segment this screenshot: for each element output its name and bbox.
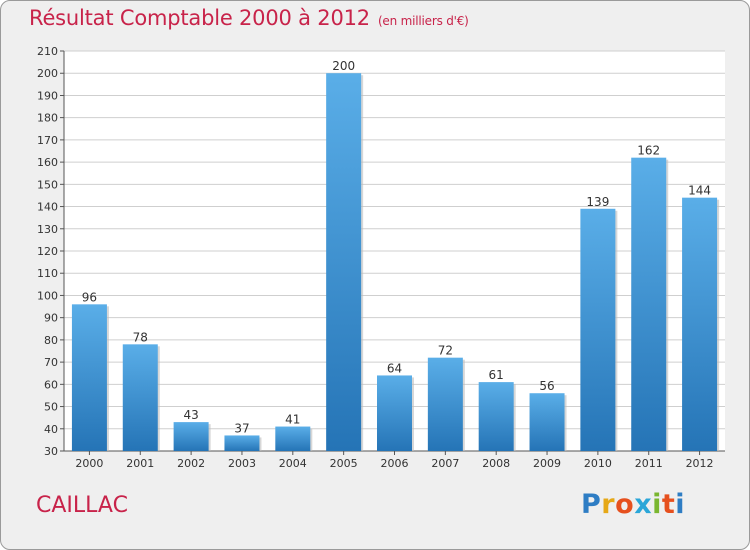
x-tick-label: 2006 (381, 457, 409, 470)
title-unit: (en milliers d'€) (377, 14, 469, 28)
y-tick-label: 130 (37, 223, 58, 236)
bar-value-label: 72 (438, 344, 453, 358)
x-tick-label: 2011 (635, 457, 663, 470)
bar (275, 426, 311, 451)
y-tick-label: 60 (44, 378, 58, 391)
bar-value-label: 56 (539, 379, 554, 393)
x-tick-label: 2010 (584, 457, 612, 470)
x-tick-label: 2003 (228, 457, 256, 470)
y-tick-label: 80 (44, 334, 58, 347)
proxiti-logo[interactable]: Proxiti (581, 489, 685, 520)
bar-value-label: 37 (234, 421, 249, 435)
y-tick-label: 70 (44, 356, 58, 369)
x-tick-label: 2002 (177, 457, 205, 470)
y-tick-label: 120 (37, 245, 58, 258)
x-tick-label: 2001 (126, 457, 154, 470)
x-tick-label: 2005 (330, 457, 358, 470)
bar (580, 208, 616, 451)
bar-value-label: 41 (285, 413, 300, 427)
logo-letter: P (581, 489, 602, 520)
chart-title: Résultat Comptable 2000 à 2012 (en millie… (29, 6, 469, 30)
bar-value-label: 78 (133, 330, 148, 344)
y-tick-label: 90 (44, 312, 58, 325)
y-tick-label: 160 (37, 156, 58, 169)
bar-value-label: 144 (688, 184, 711, 198)
y-tick-label: 190 (37, 89, 58, 102)
y-tick-label: 180 (37, 112, 58, 125)
x-tick-label: 2012 (686, 457, 714, 470)
bar (377, 375, 412, 451)
logo-letter: o (615, 489, 635, 520)
bar-value-label: 96 (82, 290, 97, 304)
y-tick-label: 150 (37, 178, 58, 191)
bar-value-label: 139 (586, 195, 609, 209)
bar-value-label: 162 (637, 144, 660, 158)
bar-value-label: 43 (183, 408, 198, 422)
x-tick-label: 2009 (533, 457, 561, 470)
bar (478, 382, 514, 451)
x-tick-label: 2008 (482, 457, 510, 470)
y-tick-label: 210 (37, 45, 58, 58)
y-tick-label: 170 (37, 134, 58, 147)
logo-letter: i (652, 489, 662, 520)
x-tick-label: 2000 (75, 457, 103, 470)
y-tick-label: 140 (37, 201, 58, 214)
bar-value-label: 64 (387, 361, 402, 375)
title-main: Résultat Comptable 2000 à 2012 (29, 6, 370, 30)
y-tick-label: 200 (37, 67, 58, 80)
bar-value-label: 61 (489, 368, 504, 382)
bar (122, 344, 158, 451)
y-tick-label: 100 (37, 289, 58, 302)
bar (631, 157, 667, 451)
logo-letter: t (661, 489, 676, 520)
x-tick-label: 2007 (431, 457, 459, 470)
y-tick-label: 50 (44, 401, 58, 414)
bar (682, 197, 718, 451)
logo-letter: r (601, 489, 616, 520)
logo-letter: x (634, 489, 653, 520)
x-tick-label: 2004 (279, 457, 307, 470)
bar (326, 73, 362, 451)
location-name: CAILLAC (36, 493, 128, 518)
bar-value-label: 200 (332, 59, 355, 73)
bar (224, 435, 260, 451)
bar (71, 304, 107, 451)
y-tick-label: 40 (44, 423, 58, 436)
y-tick-label: 30 (44, 445, 58, 458)
bar (427, 357, 463, 451)
bar (529, 393, 565, 451)
logo-letter: i (675, 489, 686, 520)
y-tick-label: 110 (37, 267, 58, 280)
bar (173, 422, 209, 451)
